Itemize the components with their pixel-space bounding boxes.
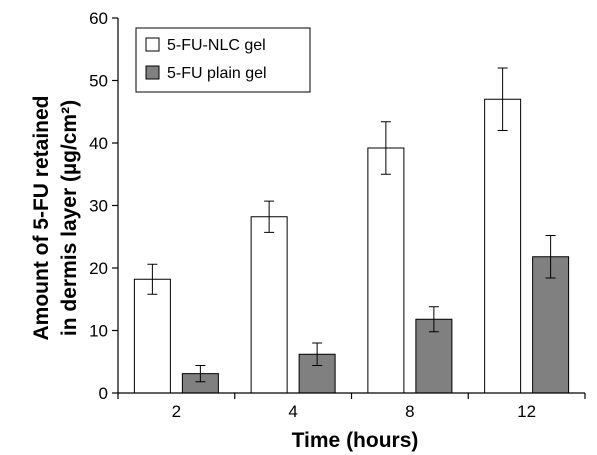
y-tick-label: 30 xyxy=(89,197,108,216)
x-tick-label: 4 xyxy=(288,402,297,421)
x-tick-label: 2 xyxy=(172,402,181,421)
bar-nlc-gel xyxy=(485,99,521,393)
y-tick-label: 0 xyxy=(99,384,108,403)
x-tick-label: 12 xyxy=(517,402,536,421)
y-ticks-layer: 0 10 20 30 40 50 60 xyxy=(89,9,118,403)
y-tick-label: 10 xyxy=(89,322,108,341)
bar-nlc-gel xyxy=(368,148,404,393)
y-tick-label: 50 xyxy=(89,72,108,91)
bar-nlc-gel xyxy=(251,217,287,393)
legend-label-nlc-gel: 5-FU-NLC gel xyxy=(167,37,266,54)
y-axis-title-line-1: Amount of 5-FU retained xyxy=(30,96,53,341)
legend-label-plain-gel: 5-FU plain gel xyxy=(167,65,267,82)
y-tick-label: 40 xyxy=(89,134,108,153)
y-axis-title: Amount of 5-FU retained in dermis layer … xyxy=(30,96,81,341)
legend-swatch-plain-gel xyxy=(146,66,159,79)
x-tick-label: 8 xyxy=(405,402,414,421)
x-axis-title: Time (hours) xyxy=(292,429,419,452)
legend-swatch-nlc-gel xyxy=(146,38,159,51)
bars-layer xyxy=(134,99,568,393)
y-axis-title-line-2: in dermis layer (µg/cm²) xyxy=(58,100,81,336)
y-tick-label: 20 xyxy=(89,259,108,278)
y-tick-label: 60 xyxy=(89,9,108,28)
x-ticks-layer: 2 4 8 12 xyxy=(118,393,585,421)
bar-nlc-gel xyxy=(134,279,170,393)
legend: 5-FU-NLC gel 5-FU plain gel xyxy=(136,28,310,92)
